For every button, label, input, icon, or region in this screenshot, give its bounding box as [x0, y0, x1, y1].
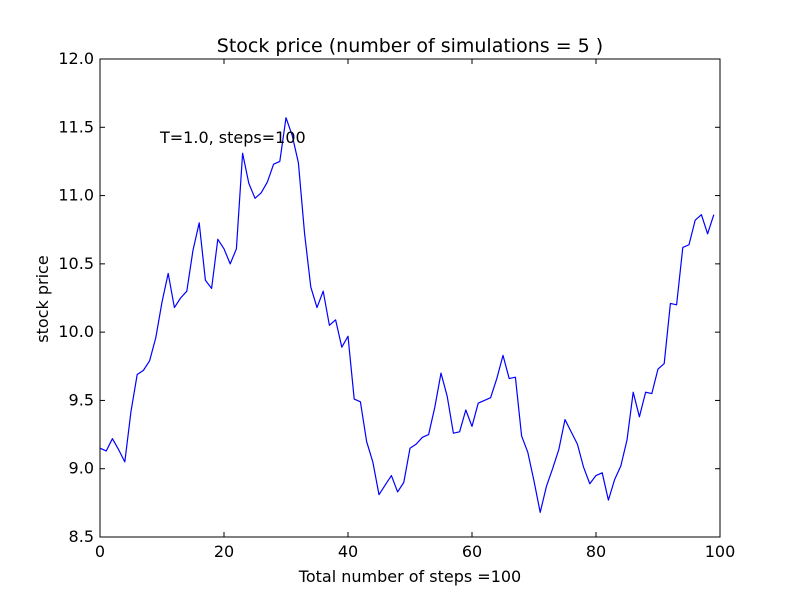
- y-tick-label: 8.5: [69, 527, 94, 546]
- y-tick-label: 9.0: [69, 459, 94, 478]
- x-tick-label: 40: [338, 542, 358, 561]
- x-tick-label: 80: [586, 542, 606, 561]
- y-tick-label: 10.5: [58, 254, 94, 273]
- axes-frame-border: [99, 58, 721, 538]
- x-tick-label: 0: [95, 542, 105, 561]
- y-tick-label: 11.0: [58, 186, 94, 205]
- x-tick-label: 20: [214, 542, 234, 561]
- plot-area: [100, 59, 720, 537]
- plot-background: [100, 59, 720, 537]
- series-layer: [99, 117, 715, 514]
- x-tick-label: 100: [705, 542, 736, 561]
- chart-annotation: T=1.0, steps=100: [159, 128, 306, 147]
- x-tick-label: 60: [462, 542, 482, 561]
- series-line-0: [99, 117, 715, 514]
- chart-title: Stock price (number of simulations = 5 ): [217, 35, 603, 57]
- axes-frame: [99, 58, 721, 538]
- tick-layer: 0 20 40 60 80 100 8.5 9.0 9.5 10.0 10.5 11.0 11.5 12.…: [58, 49, 735, 561]
- y-axis-label: stock price: [33, 255, 52, 342]
- y-tick-label: 12.0: [58, 49, 94, 68]
- y-tick-label: 11.5: [58, 117, 94, 136]
- y-tick-label: 10.0: [58, 322, 94, 341]
- x-axis-label: Total number of steps =100: [298, 567, 521, 586]
- y-tick-label: 9.5: [69, 390, 94, 409]
